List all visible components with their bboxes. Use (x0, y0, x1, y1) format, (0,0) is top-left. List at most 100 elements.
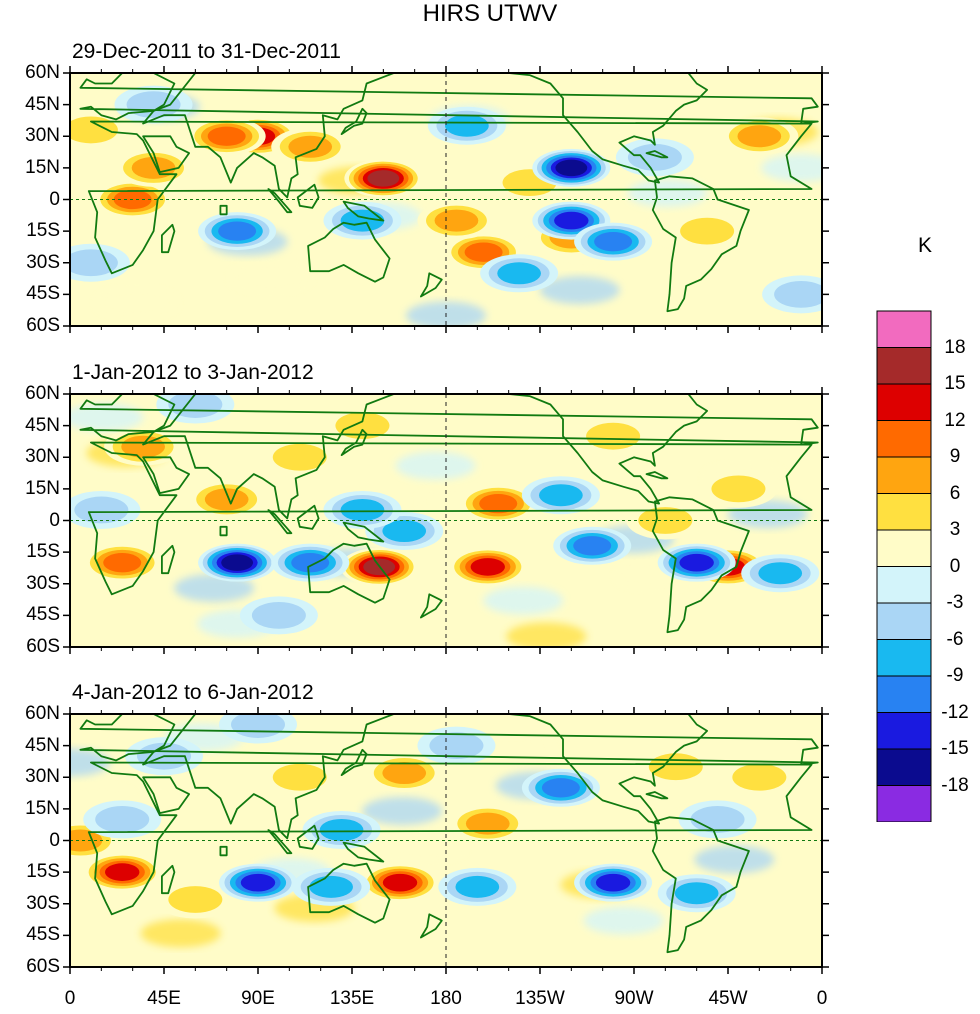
lon-label-360: 0 (816, 988, 828, 1009)
background-blob (627, 179, 708, 208)
coastline-samerica (651, 816, 750, 954)
coastlines (79, 73, 819, 313)
anomaly-contour (367, 170, 400, 187)
coastline-indonesia1 (267, 829, 293, 855)
anomaly-contour (774, 280, 822, 308)
lat-label: 45N (25, 93, 60, 115)
coastline-europe (79, 714, 819, 766)
coastline-japan (340, 748, 368, 776)
anomaly-contour (70, 116, 118, 144)
colorbar-label: 18 (944, 336, 966, 358)
colorbar (876, 310, 932, 822)
coastline-arabia (142, 776, 190, 814)
anomaly-contour (121, 435, 165, 458)
coastline-india_box (219, 525, 228, 537)
anomaly-contour (95, 806, 150, 833)
coastline-nz (419, 272, 443, 298)
background-blob (385, 832, 466, 861)
anomaly-contour (737, 125, 782, 148)
coastline-namerica (474, 73, 708, 184)
anomaly-contour (74, 496, 129, 524)
anomaly-contour (711, 475, 766, 503)
coastline-india_box (219, 204, 228, 216)
coastline-india_box (219, 845, 228, 857)
anomaly-contour (465, 812, 510, 835)
colorbar-box (876, 456, 932, 494)
anomaly-contour (732, 763, 787, 791)
coastlines (79, 394, 819, 634)
anomaly-contour (231, 714, 285, 738)
coastline-indonesia3 (342, 841, 385, 863)
anomaly-contour (382, 762, 427, 785)
coastline-australia (307, 221, 391, 283)
coastline-japan (340, 428, 368, 456)
anomaly-contour (541, 778, 580, 798)
coastline-europe (79, 73, 819, 125)
lat-label: 30S (26, 251, 60, 273)
lat-label: 60S (26, 315, 60, 336)
background-blob (483, 586, 564, 615)
coastlines (79, 714, 819, 954)
lat-label: 45S (26, 283, 60, 305)
lon-label-90e: 90E (241, 988, 275, 1009)
coastline-africa (87, 120, 813, 275)
panel-title-3: 4-Jan-2012 to 6-Jan-2012 (72, 681, 314, 704)
colorbar-box (876, 493, 932, 531)
lat-label: 0 (49, 509, 60, 531)
lon-label-135e: 135E (329, 988, 375, 1009)
colorbar-box (876, 383, 932, 421)
anomaly-contour (455, 875, 500, 898)
coastline-nz (419, 913, 443, 939)
anomaly-contour (291, 553, 330, 573)
coastline-indonesia2 (296, 504, 320, 530)
coastline-africa (87, 441, 813, 596)
anomaly-contour (207, 126, 246, 146)
lat-label: 0 (49, 188, 60, 210)
coastline-indonesia3 (342, 521, 385, 543)
anomaly-contour (573, 536, 612, 556)
background-blob (362, 796, 443, 825)
colorbar-label: 9 (949, 446, 961, 467)
anomaly-contour (434, 209, 479, 232)
coastline-arabia (142, 456, 190, 494)
lat-label: 15S (26, 220, 60, 242)
colorbar-unit: K (918, 234, 933, 257)
colorbar-label: 0 (949, 555, 961, 577)
anomaly-contour (539, 484, 583, 507)
lat-label: 30S (26, 892, 60, 914)
coastline-australia (307, 862, 391, 924)
anomaly-contour (240, 873, 276, 892)
anomaly-contour (272, 763, 327, 791)
lat-label: 0 (49, 829, 60, 851)
anomaly-contour (105, 863, 140, 881)
panel-title-2: 1-Jan-2012 to 3-Jan-2012 (72, 361, 314, 384)
colorbar-label: 3 (949, 519, 961, 540)
anomaly-contour (251, 601, 306, 629)
anomaly-contour (555, 159, 588, 177)
figure-title: HIRS UTWV (422, 0, 558, 27)
lon-label-135w: 135W (515, 988, 565, 1009)
colorbar-label: -6 (946, 628, 964, 650)
anomaly-contour (627, 143, 682, 171)
anomaly-contour (497, 262, 541, 285)
colorbar-label: -15 (941, 738, 969, 759)
coastline-asia (142, 714, 395, 840)
background-blob (395, 451, 476, 480)
colorbar-box (876, 639, 932, 677)
anomaly-field (70, 85, 822, 326)
anomaly-contour (221, 554, 254, 571)
coastline-samerica (651, 496, 750, 634)
coastline-madagascar (161, 223, 176, 254)
lat-label: 30N (25, 125, 60, 147)
coastline-asia (142, 394, 395, 520)
coastline-arabia (142, 135, 190, 173)
coastline-africa (87, 761, 813, 916)
anomaly-contour (103, 553, 142, 573)
background-blob (506, 622, 587, 647)
coastline-namerica (474, 394, 708, 505)
lat-label: 60N (25, 703, 60, 724)
lon-label-180: 180 (430, 988, 462, 1009)
coastline-greenland (706, 714, 730, 715)
background-blob (761, 153, 822, 182)
background-blob (230, 263, 311, 292)
